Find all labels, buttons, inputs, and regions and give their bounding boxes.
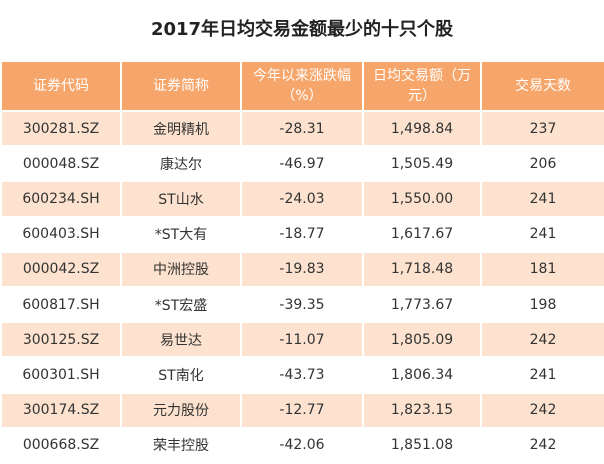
table-cell: -43.73 [240, 356, 364, 394]
table-cell: *ST大有 [120, 215, 242, 253]
table-cell: -42.06 [240, 426, 364, 464]
table-cell: ST南化 [120, 356, 242, 394]
table-cell: -39.35 [240, 285, 364, 324]
header-row: 证券代码 证券简称 今年以来涨跌幅（%） 日均交易额（万元） 交易天数 [0, 60, 604, 112]
header-cell: 证券简称 [120, 60, 242, 112]
table-cell: 198 [480, 285, 604, 324]
table-cell: -12.77 [240, 391, 364, 429]
stock-table: 证券代码 证券简称 今年以来涨跌幅（%） 日均交易额（万元） 交易天数 300281.S… [0, 60, 604, 464]
table-cell: 300281.SZ [0, 109, 122, 148]
table-row: 300125.SZ 易世达 -11.07 1,805.09 242 [0, 321, 604, 359]
table-cell: 康达尔 [120, 145, 242, 183]
table-row: 600403.SH *ST大有 -18.77 1,617.67 241 [0, 215, 604, 253]
table-cell: 241 [480, 180, 604, 218]
table-row: 300174.SZ 元力股份 -12.77 1,823.15 242 [0, 391, 604, 429]
table-cell: 1,851.08 [362, 426, 482, 464]
table-cell: 1,617.67 [362, 215, 482, 253]
table-cell: 1,823.15 [362, 391, 482, 429]
table-cell: 1,806.34 [362, 356, 482, 394]
table-cell: 241 [480, 356, 604, 394]
table-cell: 1,550.00 [362, 180, 482, 218]
table-cell: *ST宏盛 [120, 285, 242, 324]
table-cell: -19.83 [240, 250, 364, 288]
table-cell: 600301.SH [0, 356, 122, 394]
table-cell: 300125.SZ [0, 321, 122, 359]
table-cell: 600817.SH [0, 285, 122, 324]
table-cell: ST山水 [120, 180, 242, 218]
table-row: 600234.SH ST山水 -24.03 1,550.00 241 [0, 180, 604, 218]
table-cell: 300174.SZ [0, 391, 122, 429]
table-cell: 600403.SH [0, 215, 122, 253]
table-cell: -24.03 [240, 180, 364, 218]
table-cell: 金明精机 [120, 109, 242, 148]
header-cell: 证券代码 [0, 60, 122, 112]
table-cell: 206 [480, 145, 604, 183]
table-row: 600301.SH ST南化 -43.73 1,806.34 241 [0, 356, 604, 394]
table-row: 300281.SZ 金明精机 -28.31 1,498.84 237 [0, 109, 604, 148]
header-cell: 今年以来涨跌幅（%） [240, 60, 364, 112]
table-cell: 荣丰控股 [120, 426, 242, 464]
table-cell: 181 [480, 250, 604, 288]
table-cell: 元力股份 [120, 391, 242, 429]
table-cell: 000668.SZ [0, 426, 122, 464]
table-row: 000668.SZ 荣丰控股 -42.06 1,851.08 242 [0, 426, 604, 464]
table-cell: -18.77 [240, 215, 364, 253]
table-row: 000048.SZ 康达尔 -46.97 1,505.49 206 [0, 145, 604, 183]
table-cell: 600234.SH [0, 180, 122, 218]
table-cell: 中洲控股 [120, 250, 242, 288]
table-cell: 1,718.48 [362, 250, 482, 288]
table-cell: 000048.SZ [0, 145, 122, 183]
table-cell: 242 [480, 321, 604, 359]
table-cell: 1,498.84 [362, 109, 482, 148]
table-cell: 241 [480, 215, 604, 253]
table-cell: 1,505.49 [362, 145, 482, 183]
table-cell: -28.31 [240, 109, 364, 148]
table-cell: 1,773.67 [362, 285, 482, 324]
table-cell: -11.07 [240, 321, 364, 359]
table-row: 000042.SZ 中洲控股 -19.83 1,718.48 181 [0, 250, 604, 288]
table-cell: 242 [480, 426, 604, 464]
table-cell: 242 [480, 391, 604, 429]
table-body: 300281.SZ 金明精机 -28.31 1,498.84 237 000048.SZ 康… [0, 109, 604, 464]
header-cell: 日均交易额（万元） [362, 60, 482, 112]
table-title: 2017年日均交易金额最少的十只个股 [150, 19, 454, 40]
table-cell: 000042.SZ [0, 250, 122, 288]
table-cell: 1,805.09 [362, 321, 482, 359]
table-cell: -46.97 [240, 145, 364, 183]
table-row: 600817.SH *ST宏盛 -39.35 1,773.67 198 [0, 285, 604, 324]
table-cell: 237 [480, 109, 604, 148]
header-cell: 交易天数 [480, 60, 604, 112]
table-cell: 易世达 [120, 321, 242, 359]
